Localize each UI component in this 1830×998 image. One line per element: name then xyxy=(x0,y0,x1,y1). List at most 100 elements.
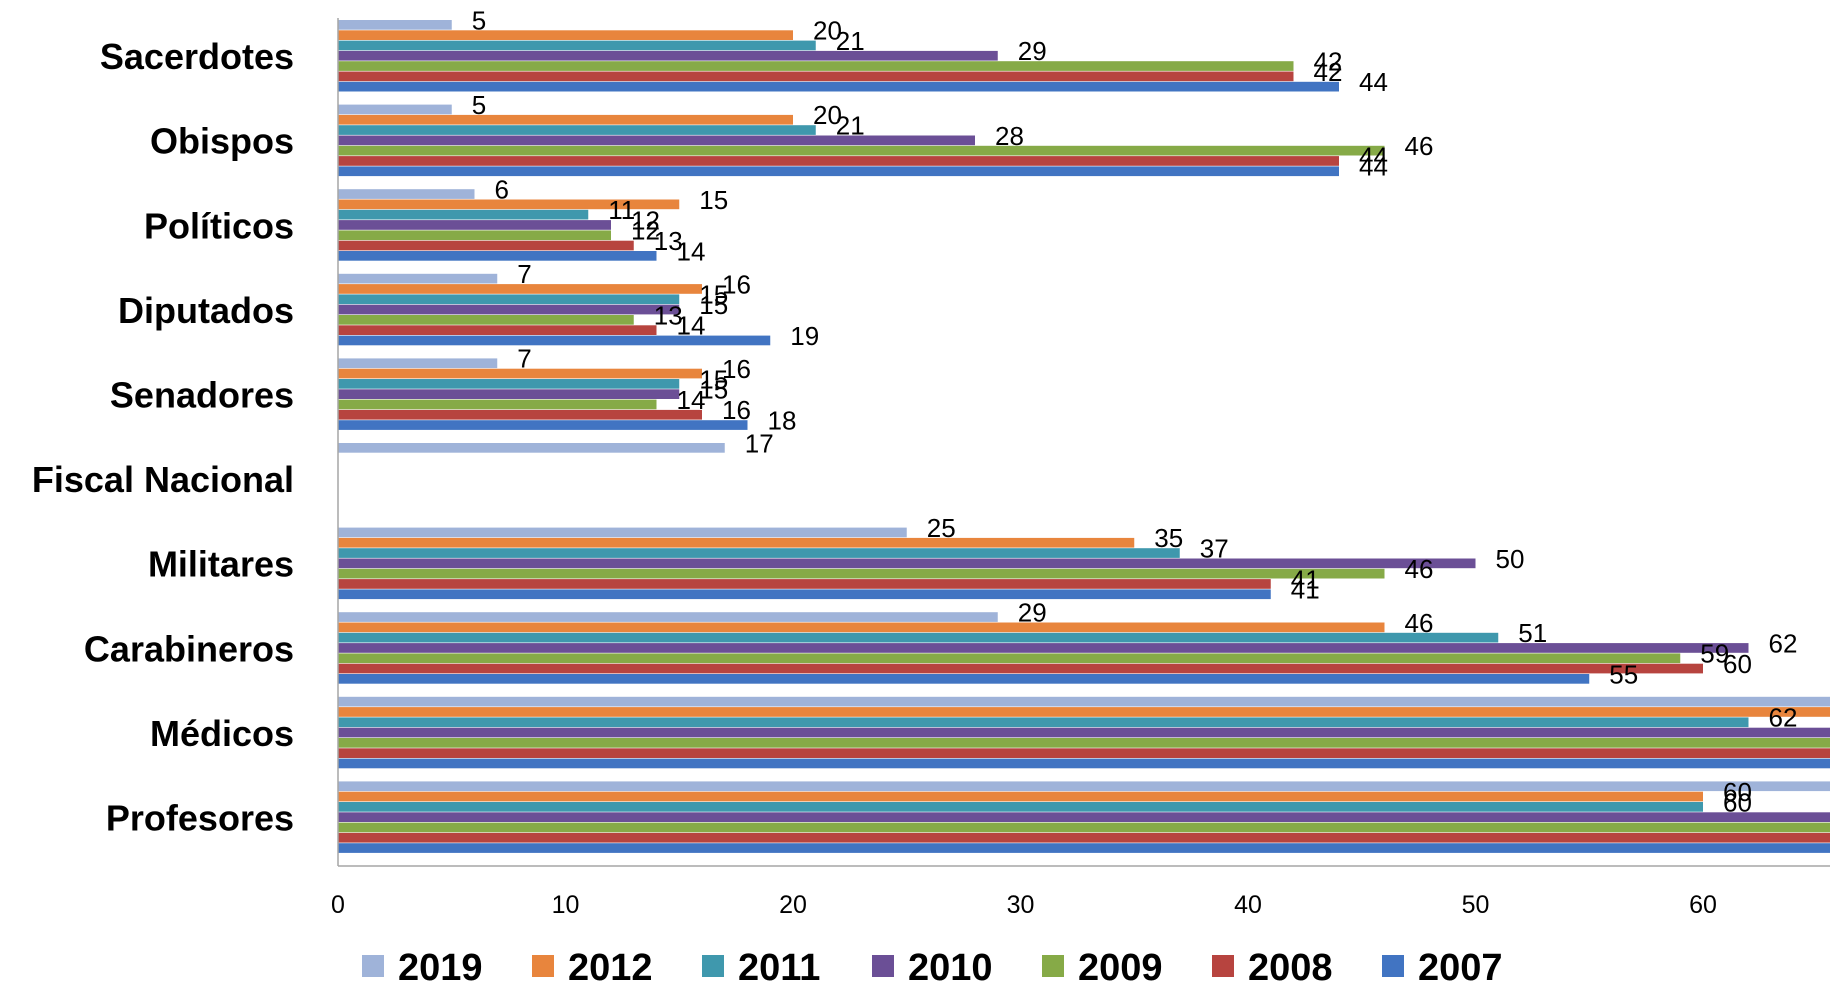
x-tick-label-50: 50 xyxy=(1462,891,1490,919)
bar-medicos-2012 xyxy=(338,707,1830,717)
data-label-fiscal-nacional-2019: 17 xyxy=(745,428,774,458)
data-label-obispos-2010: 28 xyxy=(995,121,1024,151)
data-label-militares-2009: 46 xyxy=(1405,554,1434,584)
category-label-carabineros: Carabineros xyxy=(84,628,294,669)
bar-senadores-2019 xyxy=(338,358,498,369)
data-label-carabineros-2012: 46 xyxy=(1405,608,1434,638)
data-label-obispos-2007: 44 xyxy=(1359,152,1388,182)
bar-profesores-2009 xyxy=(338,822,1830,833)
legend-label-2019: 2019 xyxy=(398,947,483,989)
legend-label-2008: 2008 xyxy=(1248,947,1333,989)
legend-label-2012: 2012 xyxy=(568,947,653,989)
bar-politicos-2010 xyxy=(338,220,611,230)
data-label-diputados-2007: 19 xyxy=(790,321,819,351)
bar-militares-2009 xyxy=(338,568,1385,579)
bar-diputados-2010 xyxy=(338,304,680,315)
bar-sacerdotes-2012 xyxy=(338,30,793,40)
legend-label-2010: 2010 xyxy=(908,947,993,989)
x-tick-label-0: 0 xyxy=(331,891,345,919)
bar-profesores-2012 xyxy=(338,791,1703,802)
bar-obispos-2008 xyxy=(338,156,1339,166)
data-label-militares-2010: 50 xyxy=(1496,544,1525,574)
data-label-diputados-2012: 16 xyxy=(722,269,751,299)
bar-politicos-2019 xyxy=(338,189,475,199)
category-label-sacerdotes: Sacerdotes xyxy=(100,36,294,77)
data-label-militares-2008: 41 xyxy=(1291,564,1320,594)
legend-swatch-2009 xyxy=(1042,955,1064,977)
x-tick-label-20: 20 xyxy=(779,891,807,919)
data-label-militares-2011: 37 xyxy=(1200,534,1229,564)
bar-senadores-2011 xyxy=(338,379,680,389)
bar-medicos-2010 xyxy=(338,727,1830,738)
data-label-diputados-2019: 7 xyxy=(517,259,531,289)
data-label-senadores-2010: 15 xyxy=(699,375,728,405)
bar-carabineros-2007 xyxy=(338,674,1590,684)
bar-politicos-2012 xyxy=(338,199,680,210)
bar-carabineros-2008 xyxy=(338,663,1703,674)
bar-sacerdotes-2019 xyxy=(338,20,452,30)
bar-senadores-2008 xyxy=(338,409,702,420)
data-label-obispos-2019: 5 xyxy=(472,90,486,120)
bar-carabineros-2011 xyxy=(338,632,1499,643)
x-tick-label-10: 10 xyxy=(552,891,580,919)
data-label-carabineros-2009: 59 xyxy=(1700,639,1729,669)
data-label-diputados-2008: 14 xyxy=(677,311,706,341)
data-label-carabineros-2007: 55 xyxy=(1609,659,1638,689)
category-label-diputados: Diputados xyxy=(118,290,294,331)
bar-politicos-2011 xyxy=(338,209,589,220)
bar-profesores-2010 xyxy=(338,812,1830,822)
bar-diputados-2019 xyxy=(338,273,498,284)
bar-militares-2008 xyxy=(338,579,1271,589)
data-label-sacerdotes-2011: 21 xyxy=(836,26,865,56)
bar-obispos-2009 xyxy=(338,145,1385,156)
bar-obispos-2011 xyxy=(338,125,816,135)
data-label-sacerdotes-2007: 44 xyxy=(1359,67,1388,97)
data-label-militares-2007: 41 xyxy=(1291,575,1320,605)
data-label-carabineros-2011: 51 xyxy=(1518,618,1547,648)
bar-fiscal-nacional-2019 xyxy=(338,443,725,453)
axes: 01020304050607080 xyxy=(331,18,1830,919)
bar-diputados-2008 xyxy=(338,325,657,335)
data-label-politicos-2012: 15 xyxy=(699,185,728,215)
bar-diputados-2011 xyxy=(338,294,680,305)
bar-sacerdotes-2008 xyxy=(338,71,1294,82)
data-label-sacerdotes-2008: 42 xyxy=(1314,57,1343,87)
bar-obispos-2012 xyxy=(338,114,793,125)
bar-diputados-2009 xyxy=(338,315,634,325)
legend-swatch-2011 xyxy=(702,955,724,977)
bar-carabineros-2009 xyxy=(338,653,1681,664)
bar-carabineros-2019 xyxy=(338,612,998,622)
bar-medicos-2019 xyxy=(338,696,1830,707)
data-label-obispos-2009: 46 xyxy=(1405,131,1434,161)
x-tick-label-30: 30 xyxy=(1007,891,1035,919)
bar-sacerdotes-2009 xyxy=(338,61,1294,71)
data-label-carabineros-2019: 29 xyxy=(1018,598,1047,628)
category-label-senadores: Senadores xyxy=(110,374,294,415)
bar-profesores-2011 xyxy=(338,802,1703,812)
data-label-senadores-2007: 18 xyxy=(768,406,797,436)
category-label-politicos: Políticos xyxy=(144,205,294,246)
data-label-sacerdotes-2010: 29 xyxy=(1018,36,1047,66)
data-label-politicos-2011: 11 xyxy=(608,195,635,225)
data-label-sacerdotes-2019: 5 xyxy=(472,5,486,35)
x-tick-label-60: 60 xyxy=(1689,891,1717,919)
data-label-diputados-2010: 15 xyxy=(699,290,728,320)
bar-militares-2011 xyxy=(338,548,1180,558)
bar-obispos-2007 xyxy=(338,166,1339,177)
category-label-militares: Militares xyxy=(148,544,294,585)
data-label-politicos-2009: 12 xyxy=(631,216,660,246)
data-label-militares-2019: 25 xyxy=(927,513,956,543)
data-label-diputados-2009: 13 xyxy=(654,300,683,330)
bar-medicos-2011 xyxy=(338,717,1749,728)
bar-profesores-2008 xyxy=(338,832,1830,843)
data-label-militares-2012: 35 xyxy=(1154,523,1183,553)
data-label-profesores-2012: 60 xyxy=(1723,777,1752,807)
data-label-senadores-2009: 14 xyxy=(677,385,706,415)
legend-swatch-2008 xyxy=(1212,955,1234,977)
category-label-fiscal-nacional: Fiscal Nacional xyxy=(32,459,294,500)
bar-medicos-2007 xyxy=(338,758,1830,769)
bar-profesores-2007 xyxy=(338,843,1830,853)
bar-profesores-2019 xyxy=(338,781,1830,792)
data-label-obispos-2008: 44 xyxy=(1359,141,1388,171)
